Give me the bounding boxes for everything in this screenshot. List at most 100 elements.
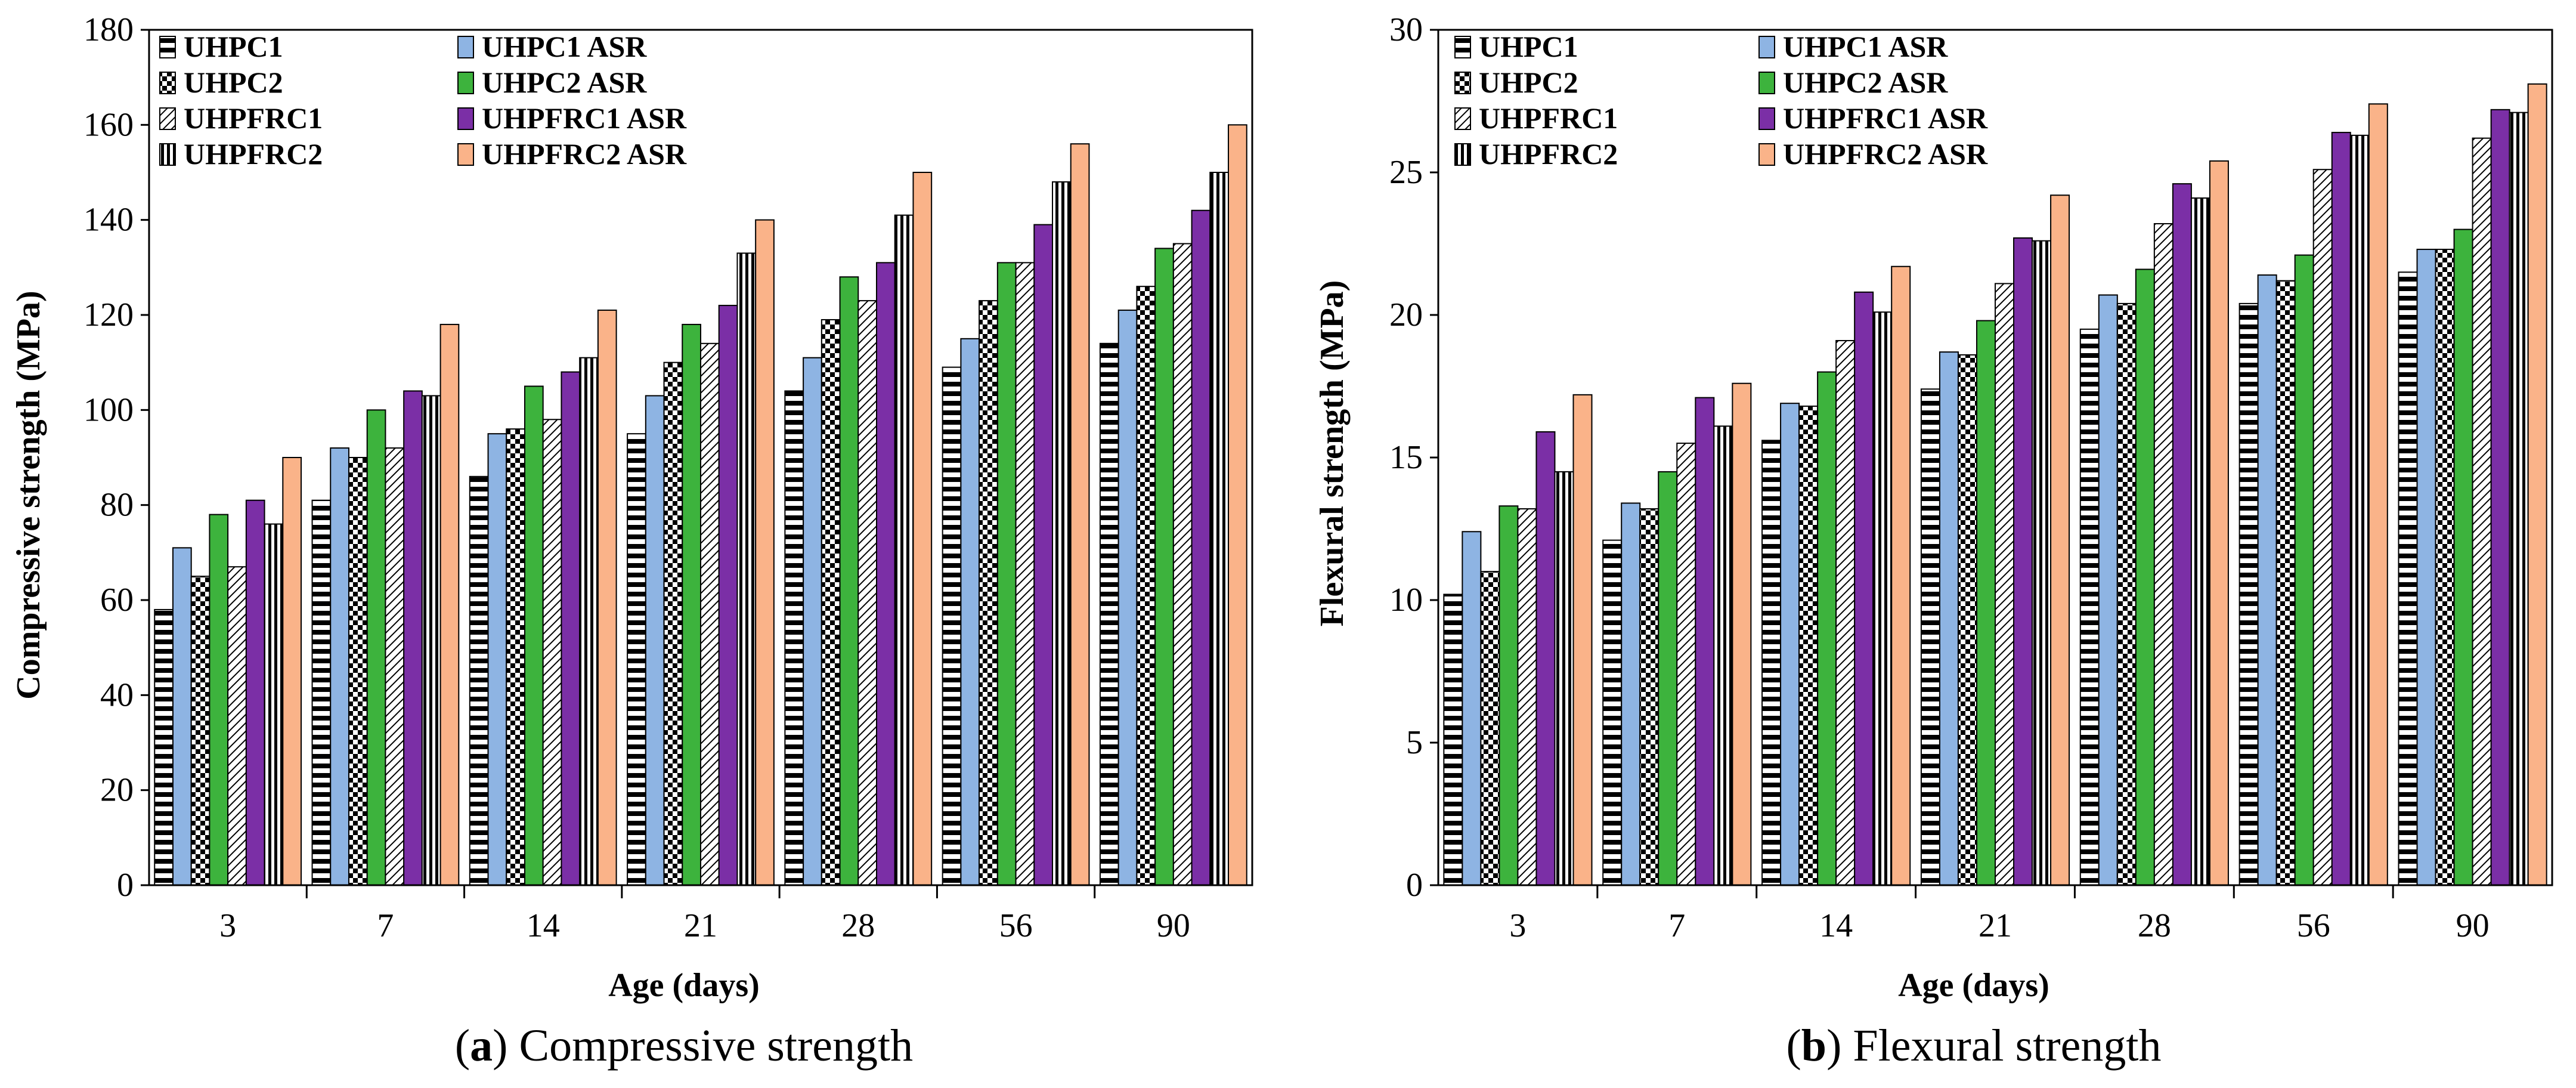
legend-item-uhpfrc1-asr: UHPFRC1 ASR — [1758, 101, 1988, 135]
subfigure-caption-b: (b) Flexural strength — [1786, 1021, 2161, 1071]
bar-uhpfrc1-asr-28 — [2172, 183, 2192, 886]
bar-uhpfrc1-28 — [2153, 223, 2174, 886]
bar-uhpc2-21 — [663, 361, 683, 886]
y-tick-label: 120 — [83, 296, 134, 333]
bar-uhpc2-asr-90 — [2453, 228, 2473, 886]
bar-uhpfrc2-asr-14 — [1891, 265, 1911, 886]
legend-swatch — [457, 72, 474, 94]
bar-uhpc2-asr-14 — [524, 385, 544, 886]
bar-uhpc1-asr-21 — [1939, 351, 1959, 886]
bar-series — [154, 124, 1247, 886]
bar-uhpfrc1-asr-21 — [718, 305, 738, 886]
legend-swatch — [159, 143, 176, 166]
y-tick-label: 15 — [1389, 439, 1423, 476]
bar-uhpfrc2-asr-3 — [1572, 394, 1593, 886]
x-tick-label: 3 — [219, 907, 236, 944]
bar-uhpc2-21 — [1957, 354, 1977, 886]
bar-uhpc1-3 — [154, 608, 174, 886]
legend-item-uhpfrc2-asr: UHPFRC2 ASR — [457, 137, 687, 171]
bar-uhpc2-asr-3 — [209, 514, 229, 886]
bar-uhpc2-90 — [1136, 286, 1156, 886]
bar-uhpc1-asr-90 — [2416, 249, 2436, 886]
legend-item-uhpfrc2: UHPFRC2 — [1454, 137, 1618, 171]
bar-uhpfrc2-56 — [2349, 134, 2370, 886]
bar-uhpfrc2-asr-21 — [755, 219, 775, 886]
x-axis-title: Age (days) — [608, 967, 760, 1004]
bar-uhpfrc2-asr-56 — [1070, 143, 1090, 886]
y-tick-label: 140 — [83, 202, 134, 239]
series-uhpfrc2 — [264, 172, 1230, 886]
bar-uhpfrc1-14 — [1835, 340, 1856, 886]
bar-uhpc1-asr-28 — [2098, 294, 2118, 886]
y-tick-label: 20 — [1389, 296, 1423, 333]
bar-uhpfrc2-asr-28 — [912, 172, 933, 886]
bar-uhpc2-90 — [2435, 249, 2455, 886]
bar-uhpfrc2-3 — [1554, 471, 1574, 886]
legend-label: UHPC1 — [1479, 30, 1578, 63]
legend-item-uhpfrc1: UHPFRC1 — [159, 101, 323, 135]
series-uhpc1-asr — [172, 310, 1138, 886]
legend-item-uhpfrc2: UHPFRC2 — [159, 137, 323, 171]
y-axis-title: Flexural strength (MPa) — [1314, 280, 1351, 627]
series-uhpfrc1 — [1517, 137, 2492, 886]
bar-uhpc2-56 — [2275, 280, 2296, 886]
plot-border — [1437, 29, 2553, 886]
legend-swatch — [159, 36, 176, 58]
bar-uhpfrc1-28 — [857, 300, 878, 886]
bar-uhpc1-90 — [1099, 342, 1119, 886]
plot-border — [148, 29, 1253, 886]
series-uhpc2 — [190, 286, 1156, 886]
y-tick-label: 160 — [83, 106, 134, 143]
x-tick-label: 14 — [527, 907, 560, 944]
legend-swatch — [457, 36, 474, 58]
y-tick-label: 5 — [1406, 724, 1423, 761]
legend-item-uhpc2-asr: UHPC2 ASR — [457, 66, 647, 99]
series-uhpc1 — [154, 342, 1119, 886]
bar-uhpc2-asr-28 — [2135, 268, 2155, 886]
bar-uhpc1-asr-90 — [1117, 310, 1138, 886]
series-uhpc2-asr — [1498, 228, 2473, 886]
subfigure-caption-a: (a) Compressive strength — [455, 1021, 913, 1071]
plot-frame — [1437, 29, 2553, 886]
bar-uhpfrc2-28 — [2190, 197, 2210, 886]
bar-uhpfrc1-asr-28 — [876, 262, 896, 886]
bar-uhpc2-asr-21 — [1976, 320, 1996, 886]
bar-uhpc2-28 — [2116, 302, 2137, 886]
bar-uhpfrc1-14 — [542, 419, 562, 886]
x-tick-label: 21 — [1979, 907, 2012, 944]
legend-swatch — [1758, 72, 1775, 94]
bar-uhpc1-56 — [2238, 302, 2259, 886]
bar-uhpc2-asr-7 — [1658, 471, 1678, 886]
legend-swatch — [1454, 107, 1471, 130]
x-axis-title: Age (days) — [1898, 967, 2049, 1004]
x-tick-label: 28 — [2138, 907, 2171, 944]
bar-uhpc1-3 — [1443, 594, 1463, 886]
bar-uhpc2-3 — [1480, 571, 1500, 886]
bar-uhpfrc1-asr-7 — [403, 390, 423, 886]
x-tick-labels: 3 7 14 21 28 56 90 — [1509, 885, 2490, 944]
bar-uhpfrc2-asr-3 — [282, 457, 302, 886]
legend-item-uhpfrc2-asr: UHPFRC2 ASR — [1758, 137, 1988, 171]
y-tick-label: 80 — [100, 487, 134, 524]
series-uhpc1-asr — [1462, 249, 2436, 886]
bar-uhpfrc2-asr-7 — [1732, 382, 1752, 886]
bar-uhpfrc2-asr-28 — [2209, 160, 2229, 886]
flexural-strength-chart: Flexural strength (MPa) Age (days) (b) F… — [1314, 11, 2553, 1071]
bar-uhpfrc2-asr-90 — [2527, 83, 2547, 886]
bar-uhpfrc2-14 — [1872, 311, 1893, 886]
bar-uhpfrc1-asr-3 — [245, 499, 265, 886]
bar-uhpfrc1-21 — [700, 342, 720, 886]
bar-uhpc2-7 — [348, 457, 368, 886]
legend-label: UHPC2 — [1479, 66, 1578, 99]
bar-uhpc1-7 — [311, 499, 332, 886]
legend-item-uhpc2: UHPC2 — [1454, 66, 1578, 99]
legend-swatch — [1758, 107, 1775, 130]
bar-uhpc1-asr-7 — [330, 447, 349, 886]
bar-uhpc2-56 — [979, 300, 998, 886]
bar-uhpfrc1-asr-56 — [1033, 224, 1054, 886]
legend-swatch — [1454, 143, 1471, 166]
bar-uhpfrc1-90 — [1172, 243, 1193, 886]
bar-uhpc1-7 — [1602, 539, 1623, 886]
x-tick-label: 56 — [999, 907, 1033, 944]
